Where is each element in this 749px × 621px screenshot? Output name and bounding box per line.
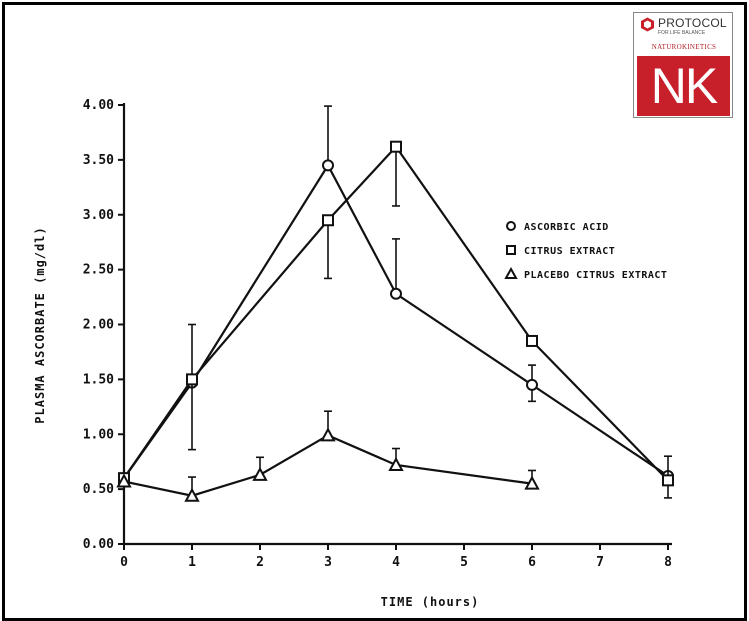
legend-marker bbox=[504, 266, 518, 279]
x-tick-label: 0 bbox=[120, 555, 128, 570]
y-tick-label: 4.00 bbox=[83, 98, 114, 113]
x-tick-label: 8 bbox=[664, 555, 672, 570]
y-tick-label: 1.00 bbox=[83, 427, 114, 442]
data-point bbox=[390, 287, 402, 300]
y-tick-label: 3.00 bbox=[83, 208, 114, 223]
series-triangle bbox=[116, 410, 540, 502]
y-tick-label: 0.00 bbox=[83, 537, 114, 552]
y-tick-label: 2.50 bbox=[83, 263, 114, 278]
x-tick-label: 1 bbox=[188, 555, 196, 570]
y-axis-title: PLASMA ASCORBATE (mg/dl) bbox=[33, 226, 47, 423]
x-tick-label: 6 bbox=[528, 555, 536, 570]
data-point bbox=[252, 466, 268, 481]
legend-marker bbox=[506, 245, 516, 255]
x-tick-label: 5 bbox=[460, 555, 468, 570]
data-point bbox=[662, 474, 674, 487]
series-line bbox=[123, 434, 533, 497]
legend-label: PLACEBO CITRUS EXTRACT bbox=[524, 270, 667, 281]
series-layer bbox=[116, 105, 674, 502]
data-point bbox=[524, 475, 540, 490]
y-tick-label: 3.50 bbox=[83, 153, 114, 168]
logo-header: PROTOCOL FOR LIFE BALANCE NATUROKINETICS bbox=[634, 13, 732, 57]
legend: ASCORBIC ACID CITRUS EXTRACT PLACEBO CITRU… bbox=[504, 221, 667, 281]
hexagon-icon bbox=[641, 17, 654, 32]
data-point bbox=[388, 456, 404, 471]
logo-brand-text: PROTOCOL bbox=[658, 16, 727, 30]
data-point bbox=[322, 159, 334, 172]
y-tick-label: 2.00 bbox=[83, 318, 114, 333]
logo-subbrand: NATUROKINETICS bbox=[651, 43, 717, 51]
legend-marker bbox=[506, 221, 516, 231]
series-line bbox=[123, 144, 669, 482]
brand-logo: PROTOCOL FOR LIFE BALANCE NATUROKINETICS… bbox=[633, 12, 733, 118]
x-tick-label: 3 bbox=[324, 555, 332, 570]
series-square bbox=[118, 140, 674, 499]
legend-label: ASCORBIC ACID bbox=[524, 222, 609, 233]
data-point bbox=[322, 214, 334, 227]
x-tick-label: 7 bbox=[596, 555, 604, 570]
x-axis-title: TIME (hours) bbox=[381, 595, 480, 609]
y-tick-label: 1.50 bbox=[83, 372, 114, 387]
x-tick-label: 4 bbox=[392, 555, 400, 570]
data-point bbox=[526, 378, 538, 391]
data-point bbox=[390, 140, 402, 153]
data-point bbox=[116, 473, 132, 488]
legend-label: CITRUS EXTRACT bbox=[524, 246, 615, 257]
data-point bbox=[186, 373, 198, 386]
data-point bbox=[320, 427, 336, 442]
series-line bbox=[123, 163, 669, 479]
logo-tagline: FOR LIFE BALANCE bbox=[658, 30, 706, 36]
logo-mark: NK bbox=[637, 56, 730, 116]
data-point bbox=[526, 334, 538, 347]
y-tick-label: 0.50 bbox=[83, 482, 114, 497]
data-point bbox=[184, 487, 200, 502]
axes: 0.00 0.50 1.00 1.50 2.00 2.50 3.00 3.50 4.00 0 1 2 3… bbox=[83, 98, 672, 570]
x-tick-label: 2 bbox=[256, 555, 264, 570]
